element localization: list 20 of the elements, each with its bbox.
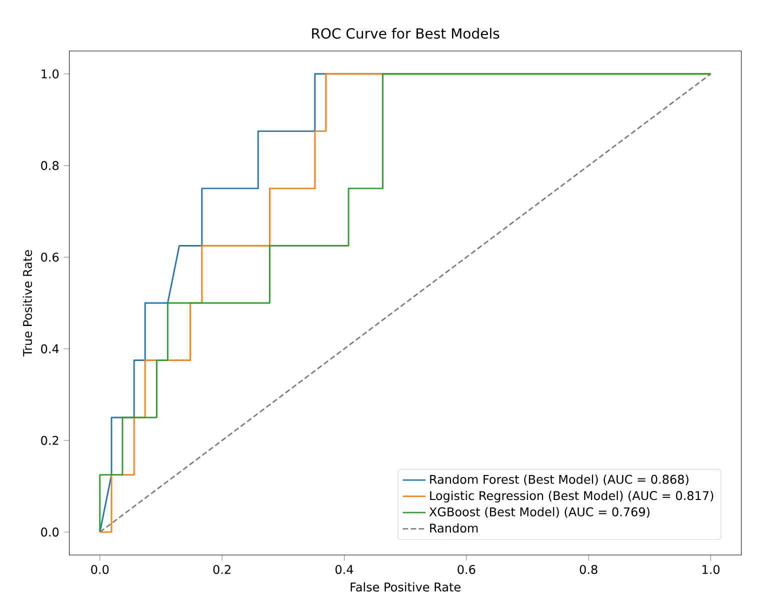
y-tick-label: 0.6 (41, 252, 59, 262)
x-tick-label: 0.8 (580, 564, 598, 574)
y-tick-label: 0.4 (41, 344, 59, 354)
y-tick-label: 1.0 (42, 69, 59, 78)
x-tick-label: 0.0 (91, 564, 109, 574)
legend-label: XGBoost (Best Model) (AUC = 0.769) (429, 507, 650, 518)
x-tick-label: 1.0 (702, 564, 720, 574)
y-tick-label: 0.2 (41, 436, 58, 445)
line-series (99, 73, 712, 533)
chart-title: ROC Curve for Best Models (312, 28, 500, 39)
y-tick-label: 0.8 (41, 160, 59, 170)
x-tick-label: 0.4 (335, 564, 354, 574)
x-axis-title: False Positive Rate (350, 582, 460, 592)
x-tick-label: 0.2 (213, 564, 230, 574)
legend-label: Random (430, 523, 478, 533)
y-tick-label: 0.0 (41, 528, 59, 537)
legend-label: Logistic Regression (Best Model) (AUC = 0.817) (430, 490, 714, 502)
x-tick-label: 0.6 (458, 564, 476, 574)
legend-label: Random Forest (Best Model) (AUC = 0.868) (430, 474, 688, 486)
y-axis-title: True Positive Rate (22, 250, 32, 356)
